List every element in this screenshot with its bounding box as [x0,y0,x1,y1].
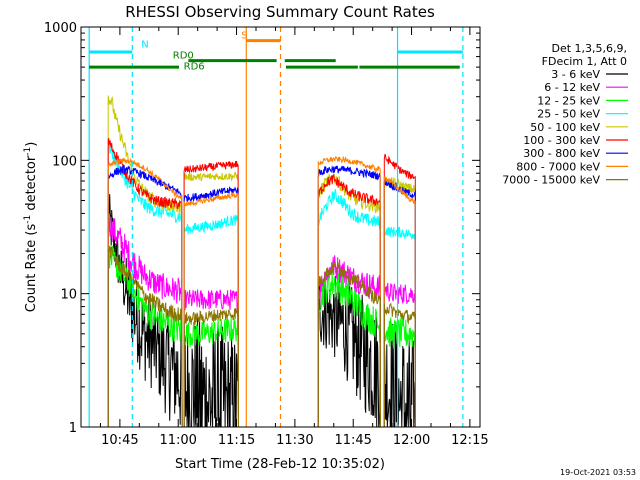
plot-frame [80,26,481,428]
series-100-300-kev [107,137,416,428]
series-segment-8-2 [317,261,381,428]
series-segment-5-1 [183,160,239,428]
y-tick-label: 100 [52,154,77,169]
y-axis: 1 10 100 1000 [44,21,480,436]
series-segment-5-0 [107,137,183,428]
legend-header-line: Det 1,3,5,6,9, [551,42,627,55]
series-segment-7-1 [183,192,239,428]
y-tick-label: 1 [69,421,77,436]
legend-entry-label: 3 - 6 keV [551,68,600,81]
legend-entry-label: 300 - 800 keV [523,147,600,160]
legend-header-line: FDecim 1, Att 0 [542,55,627,68]
data-series-traces [107,95,416,428]
legend-entry-label: 100 - 300 keV [523,134,600,147]
series-segment-7-0 [107,157,183,428]
series-segment-4-0 [107,95,183,428]
legend-entry-label: 50 - 100 keV [530,121,600,134]
series-segment-0-3 [383,323,416,428]
series-segment-0-1 [183,317,239,428]
y-tick-label: 10 [60,288,77,303]
generation-timestamp: 19-Oct-2021 03:53 [560,468,636,477]
x-tick-label: 11:00 [159,433,196,448]
series-segment-7-3 [383,176,416,428]
series-segment-2-1 [183,315,239,428]
series-segment-3-2 [317,188,381,428]
flag-label-n: N [141,40,148,51]
series-800-7000-kev [107,155,416,428]
series-segment-2-2 [317,270,381,428]
x-axis: 10:45 11:00 11:15 11:30 11:45 12:00 12:15 [99,27,489,448]
y-axis-label: Count Rate (s-1 detector-1) [23,142,39,313]
series-segment-2-0 [107,244,183,428]
series-segment-8-3 [383,302,416,428]
series-segment-5-3 [383,153,416,428]
series-segment-0-0 [107,194,183,428]
series-segment-6-3 [383,177,416,428]
legend-entry-label: 7000 - 15000 keV [502,174,600,187]
x-tick-label: 12:00 [393,433,430,448]
series-segment-1-0 [107,213,183,428]
series-segment-7-2 [317,155,381,428]
flag-label-rd0: RD0 [173,51,194,62]
series-300-800-kev [107,164,416,428]
y-tick-label: 1000 [44,21,77,36]
series-segment-6-1 [183,186,239,428]
legend-entry-label: 12 - 25 keV [537,94,600,107]
series-segment-2-3 [383,316,416,428]
x-tick-label: 11:15 [218,433,255,448]
series-segment-6-2 [317,165,381,428]
x-tick-label: 12:15 [451,433,488,448]
x-tick-label: 11:45 [334,433,371,448]
series-12-25-kev [107,244,416,428]
series-segment-4-1 [183,170,239,428]
legend-entry-label: 800 - 7000 keV [516,160,600,173]
series-3-6-kev [107,194,416,428]
x-tick-label: 11:30 [276,433,313,448]
chart-title: RHESSI Observing Summary Count Rates [125,3,435,21]
series-segment-1-1 [183,287,239,428]
series-segment-0-2 [317,276,381,428]
flag-label-s: S [241,30,247,41]
legend-entry-label: 6 - 12 keV [544,81,600,94]
series-segment-8-0 [107,246,183,428]
series-segment-8-1 [183,308,239,428]
series-segment-5-2 [317,173,381,428]
x-axis-label: Start Time (28-Feb-12 10:35:02) [175,457,385,472]
legend-entry-label: 25 - 50 keV [537,108,600,121]
mode-vertical-lines [88,27,464,427]
series-segment-3-1 [183,214,239,428]
series-segment-1-3 [383,282,416,428]
series-segment-3-3 [383,226,416,428]
series-segment-6-0 [107,164,183,428]
series-7000-15000-kev [107,246,416,428]
x-tick-label: 10:45 [101,433,138,448]
flag-label-rd6: RD6 [184,62,205,73]
legend: Det 1,3,5,6,9,FDecim 1, Att 03 - 6 keV6 … [502,42,628,187]
